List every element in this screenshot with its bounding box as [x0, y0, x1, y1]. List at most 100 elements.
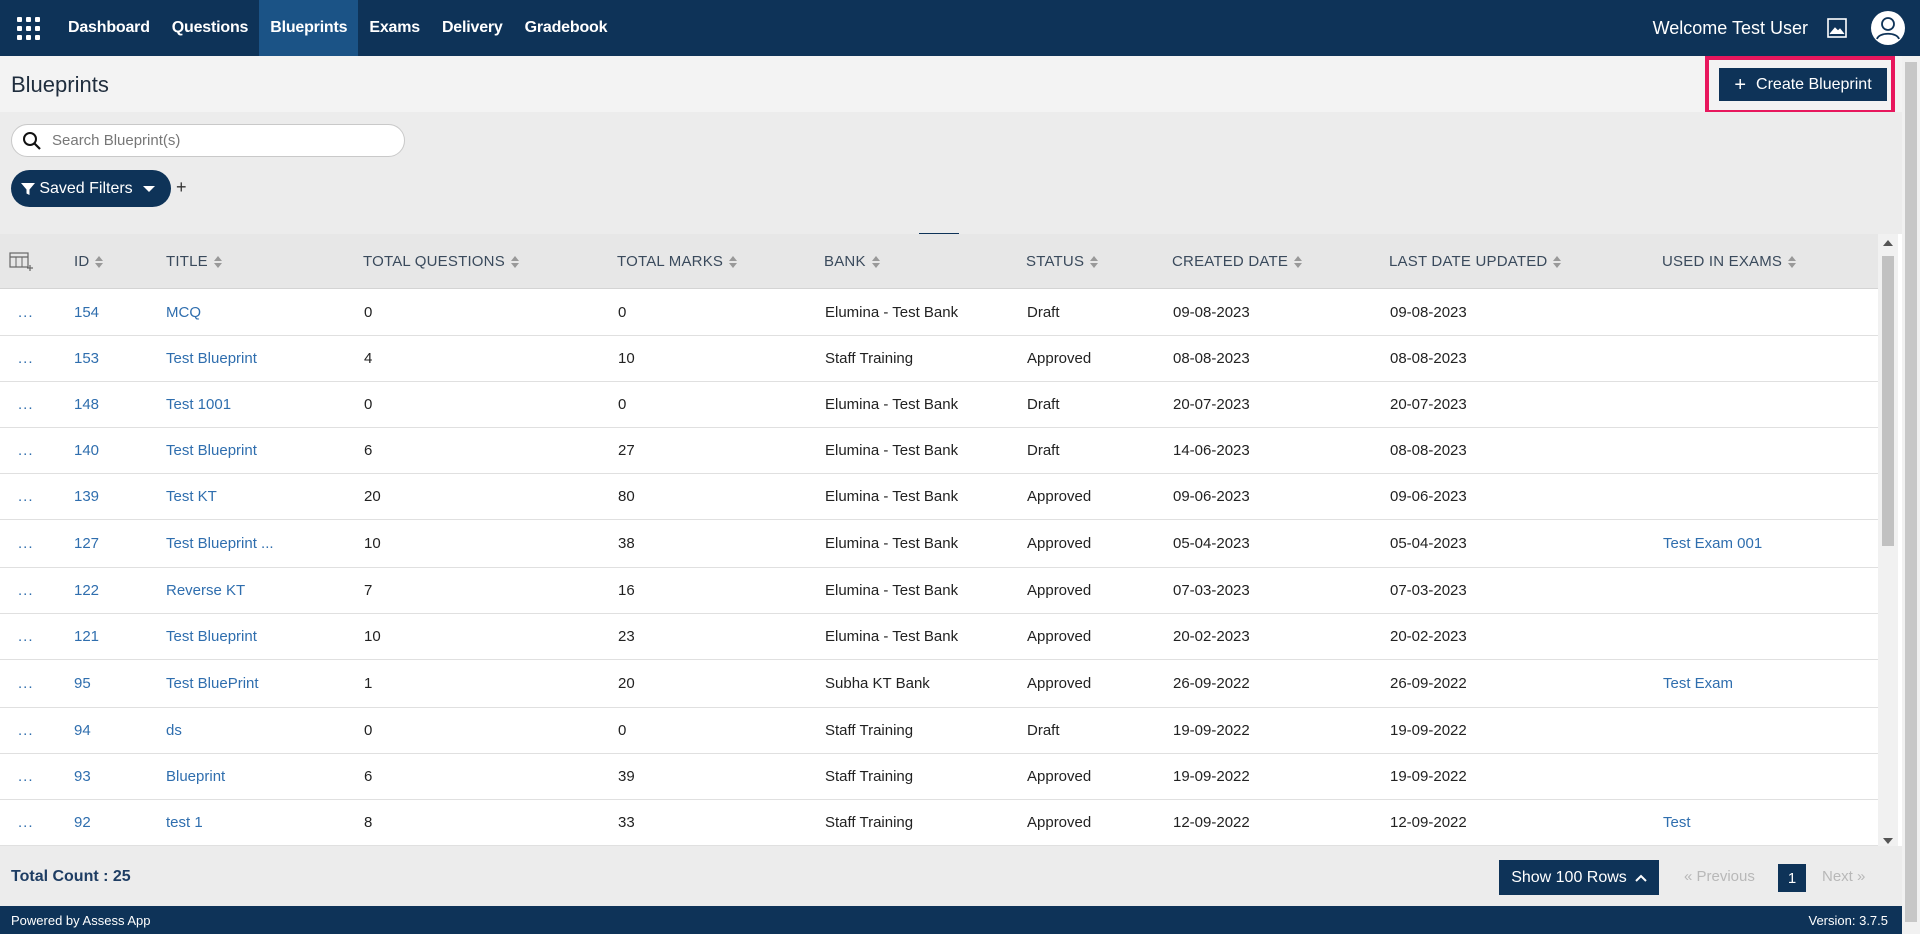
cell-title[interactable]: Test BluePrint: [166, 675, 259, 692]
cell-last-date-updated: 20-07-2023: [1390, 396, 1467, 413]
sort-icon: [1788, 255, 1797, 268]
cell-total-questions: 1: [364, 675, 373, 692]
pagination-next[interactable]: Next »: [1822, 868, 1866, 885]
cell-title[interactable]: Test Blueprint: [166, 350, 257, 367]
col-header-status[interactable]: STATUS: [1026, 234, 1099, 289]
column-chooser-icon[interactable]: [9, 251, 33, 271]
scroll-down-arrow-icon[interactable]: [1883, 838, 1893, 844]
cell-bank: Elumina - Test Bank: [825, 582, 959, 599]
cell-title[interactable]: Blueprint: [166, 768, 226, 785]
cell-total-marks: 23: [618, 628, 635, 645]
nav-dashboard[interactable]: Dashboard: [68, 19, 150, 36]
col-header-used-in-exams[interactable]: USED IN EXAMS: [1662, 234, 1797, 289]
welcome-text: Welcome Test User: [1652, 17, 1808, 38]
cell-bank: Staff Training: [825, 722, 914, 739]
saved-filters-button[interactable]: Saved Filters: [11, 170, 171, 207]
search-input[interactable]: [52, 132, 382, 149]
chevron-up-icon: [1635, 874, 1647, 882]
pagination-page-1[interactable]: 1: [1778, 864, 1806, 892]
page-scrollbar[interactable]: [1902, 56, 1920, 934]
apps-grid-icon[interactable]: [0, 0, 56, 56]
nav-gradebook[interactable]: Gradebook: [524, 19, 608, 36]
cell-total-marks: 80: [618, 488, 635, 505]
row-menu-button[interactable]: ...: [18, 396, 34, 413]
search-box: [11, 124, 405, 157]
row-menu-button[interactable]: ...: [18, 350, 34, 367]
row-menu-button[interactable]: ...: [18, 535, 34, 552]
col-header-total-marks[interactable]: TOTAL MARKS: [617, 234, 738, 289]
page-scrollbar-thumb[interactable]: [1905, 62, 1917, 922]
nav-exams[interactable]: Exams: [369, 19, 420, 36]
cell-id[interactable]: 121: [74, 628, 100, 645]
sort-icon: [1553, 255, 1562, 268]
cell-bank: Elumina - Test Bank: [825, 628, 959, 645]
cell-created-date: 07-03-2023: [1173, 582, 1250, 599]
table-scrollbar-thumb[interactable]: [1882, 256, 1894, 546]
cell-id[interactable]: 127: [74, 535, 100, 552]
add-filter-button[interactable]: +: [176, 177, 187, 197]
row-menu-button[interactable]: ...: [18, 303, 34, 321]
cell-bank: Elumina - Test Bank: [825, 488, 959, 505]
row-menu-button[interactable]: ...: [18, 488, 34, 505]
cell-title[interactable]: test 1: [166, 814, 203, 831]
row-menu-button[interactable]: ...: [18, 582, 34, 599]
pagination-previous[interactable]: « Previous: [1684, 868, 1755, 885]
cell-id[interactable]: 140: [74, 442, 100, 459]
cell-id[interactable]: 154: [74, 303, 100, 321]
cell-title[interactable]: Test Blueprint ...: [166, 535, 274, 552]
table-row: ... 92 test 1 8 33 Staff Training Approved 12-0…: [0, 800, 1878, 846]
cell-total-questions: 4: [364, 350, 373, 367]
col-header-total-questions[interactable]: TOTAL QUESTIONS: [363, 234, 519, 289]
row-menu-button[interactable]: ...: [18, 675, 34, 692]
cell-total-marks: 0: [618, 303, 627, 321]
cell-title[interactable]: Test Blueprint: [166, 628, 257, 645]
cell-id[interactable]: 92: [74, 814, 91, 831]
cell-title[interactable]: Test KT: [166, 488, 217, 505]
user-avatar-icon[interactable]: [1870, 10, 1906, 46]
cell-bank: Staff Training: [825, 814, 914, 831]
row-menu-button[interactable]: ...: [18, 442, 34, 459]
cell-used-in-exams[interactable]: Test: [1663, 814, 1691, 831]
create-blueprint-button[interactable]: + Create Blueprint: [1719, 68, 1887, 101]
row-menu-button[interactable]: ...: [18, 768, 34, 785]
cell-title[interactable]: ds: [166, 722, 182, 739]
nav-blueprints[interactable]: Blueprints: [259, 0, 359, 56]
cell-title[interactable]: MCQ: [166, 303, 201, 321]
row-menu-button[interactable]: ...: [18, 814, 34, 831]
cell-id[interactable]: 93: [74, 768, 91, 785]
row-menu-button[interactable]: ...: [18, 628, 34, 645]
scroll-up-arrow-icon[interactable]: [1883, 240, 1893, 246]
cell-total-questions: 0: [364, 396, 373, 413]
cell-title[interactable]: Reverse KT: [166, 582, 246, 599]
cell-title[interactable]: Test 1001: [166, 396, 232, 413]
cell-used-in-exams[interactable]: Test Exam: [1663, 675, 1734, 692]
cell-id[interactable]: 122: [74, 582, 100, 599]
col-header-last-date-updated[interactable]: LAST DATE UPDATED: [1389, 234, 1562, 289]
total-count: Total Count : 25: [11, 868, 131, 885]
nav-questions[interactable]: Questions: [171, 19, 249, 36]
col-header-created-date[interactable]: CREATED DATE: [1172, 234, 1303, 289]
show-rows-button[interactable]: Show 100 Rows: [1499, 860, 1659, 895]
table-row: ... 153 Test Blueprint 4 10 Staff Training App…: [0, 336, 1878, 382]
cell-last-date-updated: 08-08-2023: [1390, 350, 1467, 367]
col-header-id[interactable]: ID: [74, 234, 104, 289]
cell-last-date-updated: 20-02-2023: [1390, 628, 1467, 645]
plus-icon: +: [1734, 73, 1747, 96]
table-row: ... 154 MCQ 0 0 Elumina - Test Bank Draft 09-08…: [0, 289, 1878, 336]
col-header-bank[interactable]: BANK: [824, 234, 880, 289]
cell-title[interactable]: Test Blueprint: [166, 442, 257, 459]
image-icon[interactable]: [1826, 17, 1848, 39]
cell-id[interactable]: 139: [74, 488, 100, 505]
col-header-title[interactable]: TITLE: [166, 234, 222, 289]
cell-id[interactable]: 94: [74, 722, 91, 739]
cell-id[interactable]: 148: [74, 396, 100, 413]
version-text: Version: 3.7.5: [1808, 913, 1889, 928]
cell-id[interactable]: 95: [74, 675, 91, 692]
cell-status: Approved: [1027, 768, 1092, 785]
cell-used-in-exams[interactable]: Test Exam 001: [1663, 535, 1763, 552]
row-menu-button[interactable]: ...: [18, 722, 34, 739]
cell-id[interactable]: 153: [74, 350, 100, 367]
powered-by-text: Powered by Assess App: [11, 913, 151, 928]
cell-created-date: 12-09-2022: [1173, 814, 1250, 831]
nav-delivery[interactable]: Delivery: [441, 19, 503, 36]
